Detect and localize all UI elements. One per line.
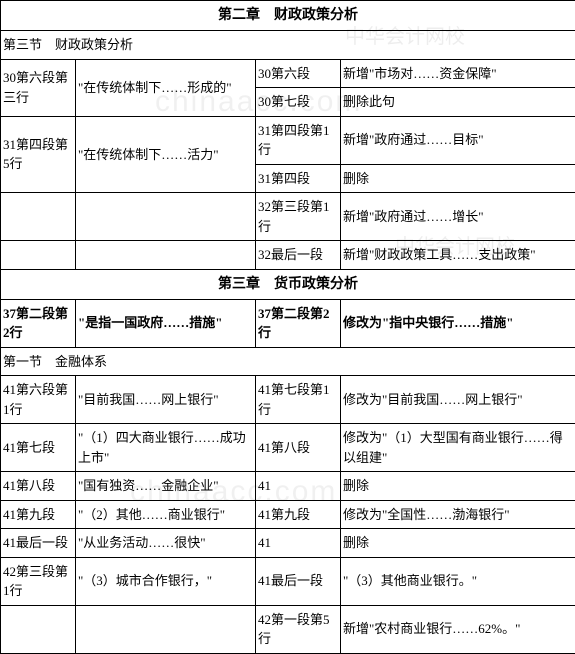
table-row: 42第一段第5行 新增"农村商业银行……62%。" — [1, 605, 575, 653]
table-row: 30第六段第三行 "在传统体制下……形成的" 30第六段 新增"市场对……资金保… — [1, 59, 575, 88]
table-row: 41第八段 "国有独资……金融企业" 41 删除 — [1, 472, 575, 501]
cell-location: 41第八段 — [1, 472, 76, 501]
cell-change: 删除此句 — [341, 88, 575, 117]
cell-new-location: 30第六段 — [256, 59, 341, 88]
cell-new-location: 32第三段第1行 — [256, 193, 341, 241]
table-row: 37第二段第2行 "是指一国政府……措施" 37第二段第2行 修改为"指中央银行… — [1, 299, 575, 347]
cell-old-text: "在传统体制下……形成的" — [76, 59, 256, 116]
cell-change: 新增"政府通过……增长" — [341, 193, 575, 241]
cell-new-location: 41最后一段 — [256, 557, 341, 605]
cell-change: 删除 — [341, 164, 575, 193]
chapter-3-section-1: 第一节 金融体系 — [1, 347, 575, 376]
table-row: 31第四段第5行 "在传统体制下……活力" 31第四段第1行 新增"政府通过……… — [1, 116, 575, 164]
cell-new-location: 30第七段 — [256, 88, 341, 117]
cell-new-location: 31第四段 — [256, 164, 341, 193]
cell-old-text: "从业务活动……很快" — [76, 529, 256, 558]
cell-change: 新增"政府通过……目标" — [341, 116, 575, 164]
table-row: 41第六段第1行 "目前我国……网上银行" 41第七段第1行 修改为"目前我国…… — [1, 376, 575, 424]
cell-location: 41第六段第1行 — [1, 376, 76, 424]
cell-new-location: 42第一段第5行 — [256, 605, 341, 653]
cell-change: 新增"市场对……资金保障" — [341, 59, 575, 88]
cell-change: 修改为"指中央银行……措施" — [341, 299, 575, 347]
cell-old-text: "国有独资……金融企业" — [76, 472, 256, 501]
table-row: 第三节 财政政策分析 — [1, 31, 575, 60]
cell-new-location: 41第八段 — [256, 424, 341, 472]
table-row: 41最后一段 "从业务活动……很快" 41 删除 — [1, 529, 575, 558]
table-row: 41第七段 "（1）四大商业银行……成功上市" 41第八段 修改为"（1）大型国… — [1, 424, 575, 472]
cell-change: 删除 — [341, 472, 575, 501]
cell-location: 30第六段第三行 — [1, 59, 76, 116]
cell-location: 42第三段第1行 — [1, 557, 76, 605]
cell-change: 新增"财政政策工具……支出政策" — [341, 241, 575, 270]
table-row: 42第三段第1行 "（3）城市合作银行，" 41最后一段 "（3）其他商业银行。… — [1, 557, 575, 605]
cell-old-text: "（3）城市合作银行，" — [76, 557, 256, 605]
cell-new-location: 31第四段第1行 — [256, 116, 341, 164]
cell-change: 修改为"目前我国……网上银行" — [341, 376, 575, 424]
cell-change: 新增"农村商业银行……62%。" — [341, 605, 575, 653]
cell-location: 37第二段第2行 — [1, 299, 76, 347]
cell-new-location: 37第二段第2行 — [256, 299, 341, 347]
cell-new-location: 41第七段第1行 — [256, 376, 341, 424]
chapter-2-title: 第二章 财政政策分析 — [1, 1, 575, 31]
comparison-table: 第二章 财政政策分析 第三节 财政政策分析 30第六段第三行 "在传统体制下……… — [0, 0, 575, 654]
table-row: 32最后一段 新增"财政政策工具……支出政策" — [1, 241, 575, 270]
cell-change: 删除 — [341, 529, 575, 558]
cell-old-text: "目前我国……网上银行" — [76, 376, 256, 424]
cell-location: 41第七段 — [1, 424, 76, 472]
cell-new-location: 41第九段 — [256, 500, 341, 529]
cell-new-location: 41 — [256, 529, 341, 558]
cell-old-text: "在传统体制下……活力" — [76, 116, 256, 193]
cell-old-text: "（2）其他……商业银行" — [76, 500, 256, 529]
chapter-3-title: 第三章 货币政策分析 — [1, 269, 575, 299]
cell-change: 修改为"（1）大型国有商业银行……得以组建" — [341, 424, 575, 472]
cell-change: 修改为"全国性……渤海银行" — [341, 500, 575, 529]
table-row: 第二章 财政政策分析 — [1, 1, 575, 31]
table-row: 第三章 货币政策分析 — [1, 269, 575, 299]
cell-location: 41最后一段 — [1, 529, 76, 558]
cell-location: 41第九段 — [1, 500, 76, 529]
cell-old-text: "是指一国政府……措施" — [76, 299, 256, 347]
cell-location: 31第四段第5行 — [1, 116, 76, 193]
chapter-2-section-3: 第三节 财政政策分析 — [1, 31, 575, 60]
table-row: 41第九段 "（2）其他……商业银行" 41第九段 修改为"全国性……渤海银行" — [1, 500, 575, 529]
table-row: 第一节 金融体系 — [1, 347, 575, 376]
cell-new-location: 41 — [256, 472, 341, 501]
cell-change: "（3）其他商业银行。" — [341, 557, 575, 605]
table-row: 32第三段第1行 新增"政府通过……增长" — [1, 193, 575, 241]
cell-new-location: 32最后一段 — [256, 241, 341, 270]
cell-old-text: "（1）四大商业银行……成功上市" — [76, 424, 256, 472]
